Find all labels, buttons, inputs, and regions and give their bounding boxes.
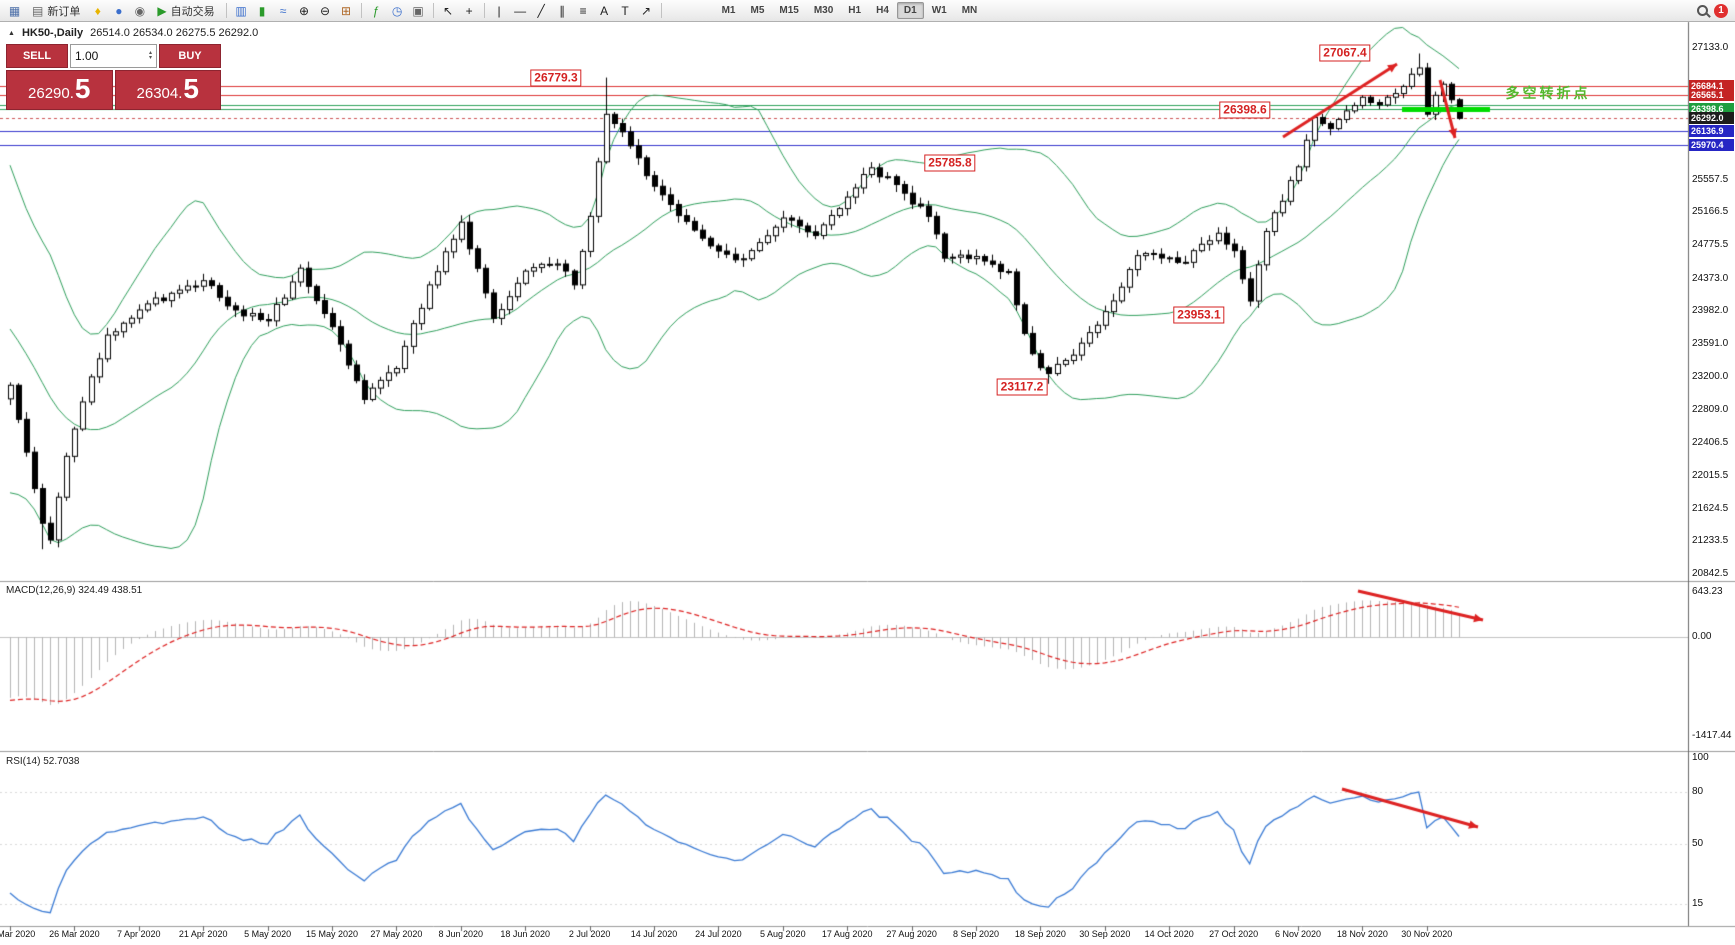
toolbar-separator [225, 3, 227, 18]
chart-ohlc-values: 26514.0 26534.0 26275.5 26292.0 [90, 27, 259, 39]
chart-window-icon[interactable]: ▦ [8, 3, 21, 18]
timeframe-button-h1[interactable]: H1 [848, 5, 862, 16]
chart-title: HK50-,Daily [21, 27, 84, 39]
fibonacci-tool-icon[interactable]: ≡ [579, 3, 587, 18]
notification-badge[interactable]: 1 [1714, 3, 1728, 18]
macd-indicator-label: MACD(12,26,9) 324.49 438.51 [6, 585, 143, 596]
channel-tool-icon[interactable]: ∥ [559, 3, 566, 18]
buy-button[interactable]: BUY [159, 44, 221, 68]
bar-chart-icon[interactable]: ▥ [235, 3, 247, 18]
collapse-panel-icon[interactable]: ▲ [8, 29, 15, 37]
toolbar: ▦ ▤ 新订单 ♦ ● ◉ ▶ 自动交易 ▥ ▮ ≈ ⊕ ⊖ ⊞ ƒ ◷ ▣ ↖… [0, 0, 1735, 22]
candlestick-chart-icon[interactable]: ▮ [258, 3, 266, 18]
timeframe-button-m30[interactable]: M30 [813, 5, 834, 16]
search-icon[interactable] [1697, 5, 1708, 16]
vertical-line-tool-icon[interactable]: | [497, 3, 501, 18]
volume-input[interactable]: 1.00 ▴ ▾ [70, 44, 157, 68]
toolbar-separator [660, 3, 662, 18]
zoom-in-icon[interactable]: ⊕ [299, 3, 310, 18]
volume-stepper[interactable]: ▴ ▾ [148, 50, 152, 61]
zoom-out-icon[interactable]: ⊖ [320, 3, 331, 18]
tile-windows-icon[interactable]: ⊞ [341, 3, 352, 18]
community-icon[interactable]: ● [115, 3, 123, 18]
stepper-up-icon[interactable]: ▴ [148, 50, 152, 56]
stepper-down-icon[interactable]: ▾ [148, 55, 152, 61]
toolbar-separator [432, 3, 434, 18]
line-chart-icon[interactable]: ≈ [279, 3, 287, 18]
timeframe-button-m15[interactable]: M15 [779, 5, 799, 16]
autotrade-play-icon: ▶ [157, 3, 167, 18]
chart-header: ▲ HK50-,Daily 26514.0 26534.0 26275.5 26… [8, 27, 258, 39]
autotrade-label: 自动交易 [170, 5, 215, 18]
ip-icon[interactable]: ◉ [134, 3, 146, 18]
timeframe-button-d1[interactable]: D1 [896, 2, 924, 19]
periods-icon[interactable]: ◷ [391, 3, 403, 18]
volume-value: 1.00 [75, 49, 99, 63]
timeframe-toolbar: M1 M5 M15 M30 H1 H4 D1 W1 MN [715, 2, 985, 19]
new-order-button[interactable]: ▤ 新订单 [26, 2, 86, 20]
buy-price-big-digit: 5 [183, 73, 199, 104]
crosshair-icon[interactable]: + [465, 3, 473, 18]
buy-price: 26304. [136, 85, 183, 102]
timeframe-button-m5[interactable]: M5 [750, 5, 765, 16]
timeframe-button-w1[interactable]: W1 [931, 5, 947, 16]
buy-price-button[interactable]: 26304. 5 [114, 70, 221, 110]
indicators-icon[interactable]: ƒ [372, 3, 380, 18]
metaquotes-icon[interactable]: ♦ [94, 3, 101, 18]
sell-price-big-digit: 5 [74, 73, 91, 104]
timeframe-button-mn[interactable]: MN [961, 5, 978, 16]
sell-button[interactable]: SELL [6, 44, 68, 68]
autotrade-button[interactable]: ▶ 自动交易 [151, 2, 220, 20]
timeframe-button-m1[interactable]: M1 [721, 5, 736, 16]
templates-icon[interactable]: ▣ [412, 3, 424, 18]
new-order-label: 新订单 [47, 5, 81, 18]
sell-price-button[interactable]: 26290. 5 [6, 70, 113, 110]
toolbar-separator [360, 3, 362, 18]
arrows-tool-icon[interactable]: ↗ [641, 3, 652, 18]
one-click-trading-panel: SELL 1.00 ▴ ▾ BUY 26290. 5 26304. 5 [6, 44, 221, 110]
rsi-indicator-label: RSI(14) 52.7038 [6, 756, 80, 767]
text-tool-icon[interactable]: A [600, 3, 609, 18]
trendline-tool-icon[interactable]: ╱ [537, 3, 545, 18]
horizontal-line-tool-icon[interactable]: — [514, 3, 527, 18]
toolbar-separator [483, 3, 485, 18]
new-order-icon: ▤ [32, 3, 44, 18]
sell-price: 26290. [28, 85, 74, 102]
cursor-icon[interactable]: ↖ [443, 3, 454, 18]
label-tool-icon[interactable]: T [621, 3, 629, 18]
timeframe-button-h4[interactable]: H4 [876, 5, 889, 16]
